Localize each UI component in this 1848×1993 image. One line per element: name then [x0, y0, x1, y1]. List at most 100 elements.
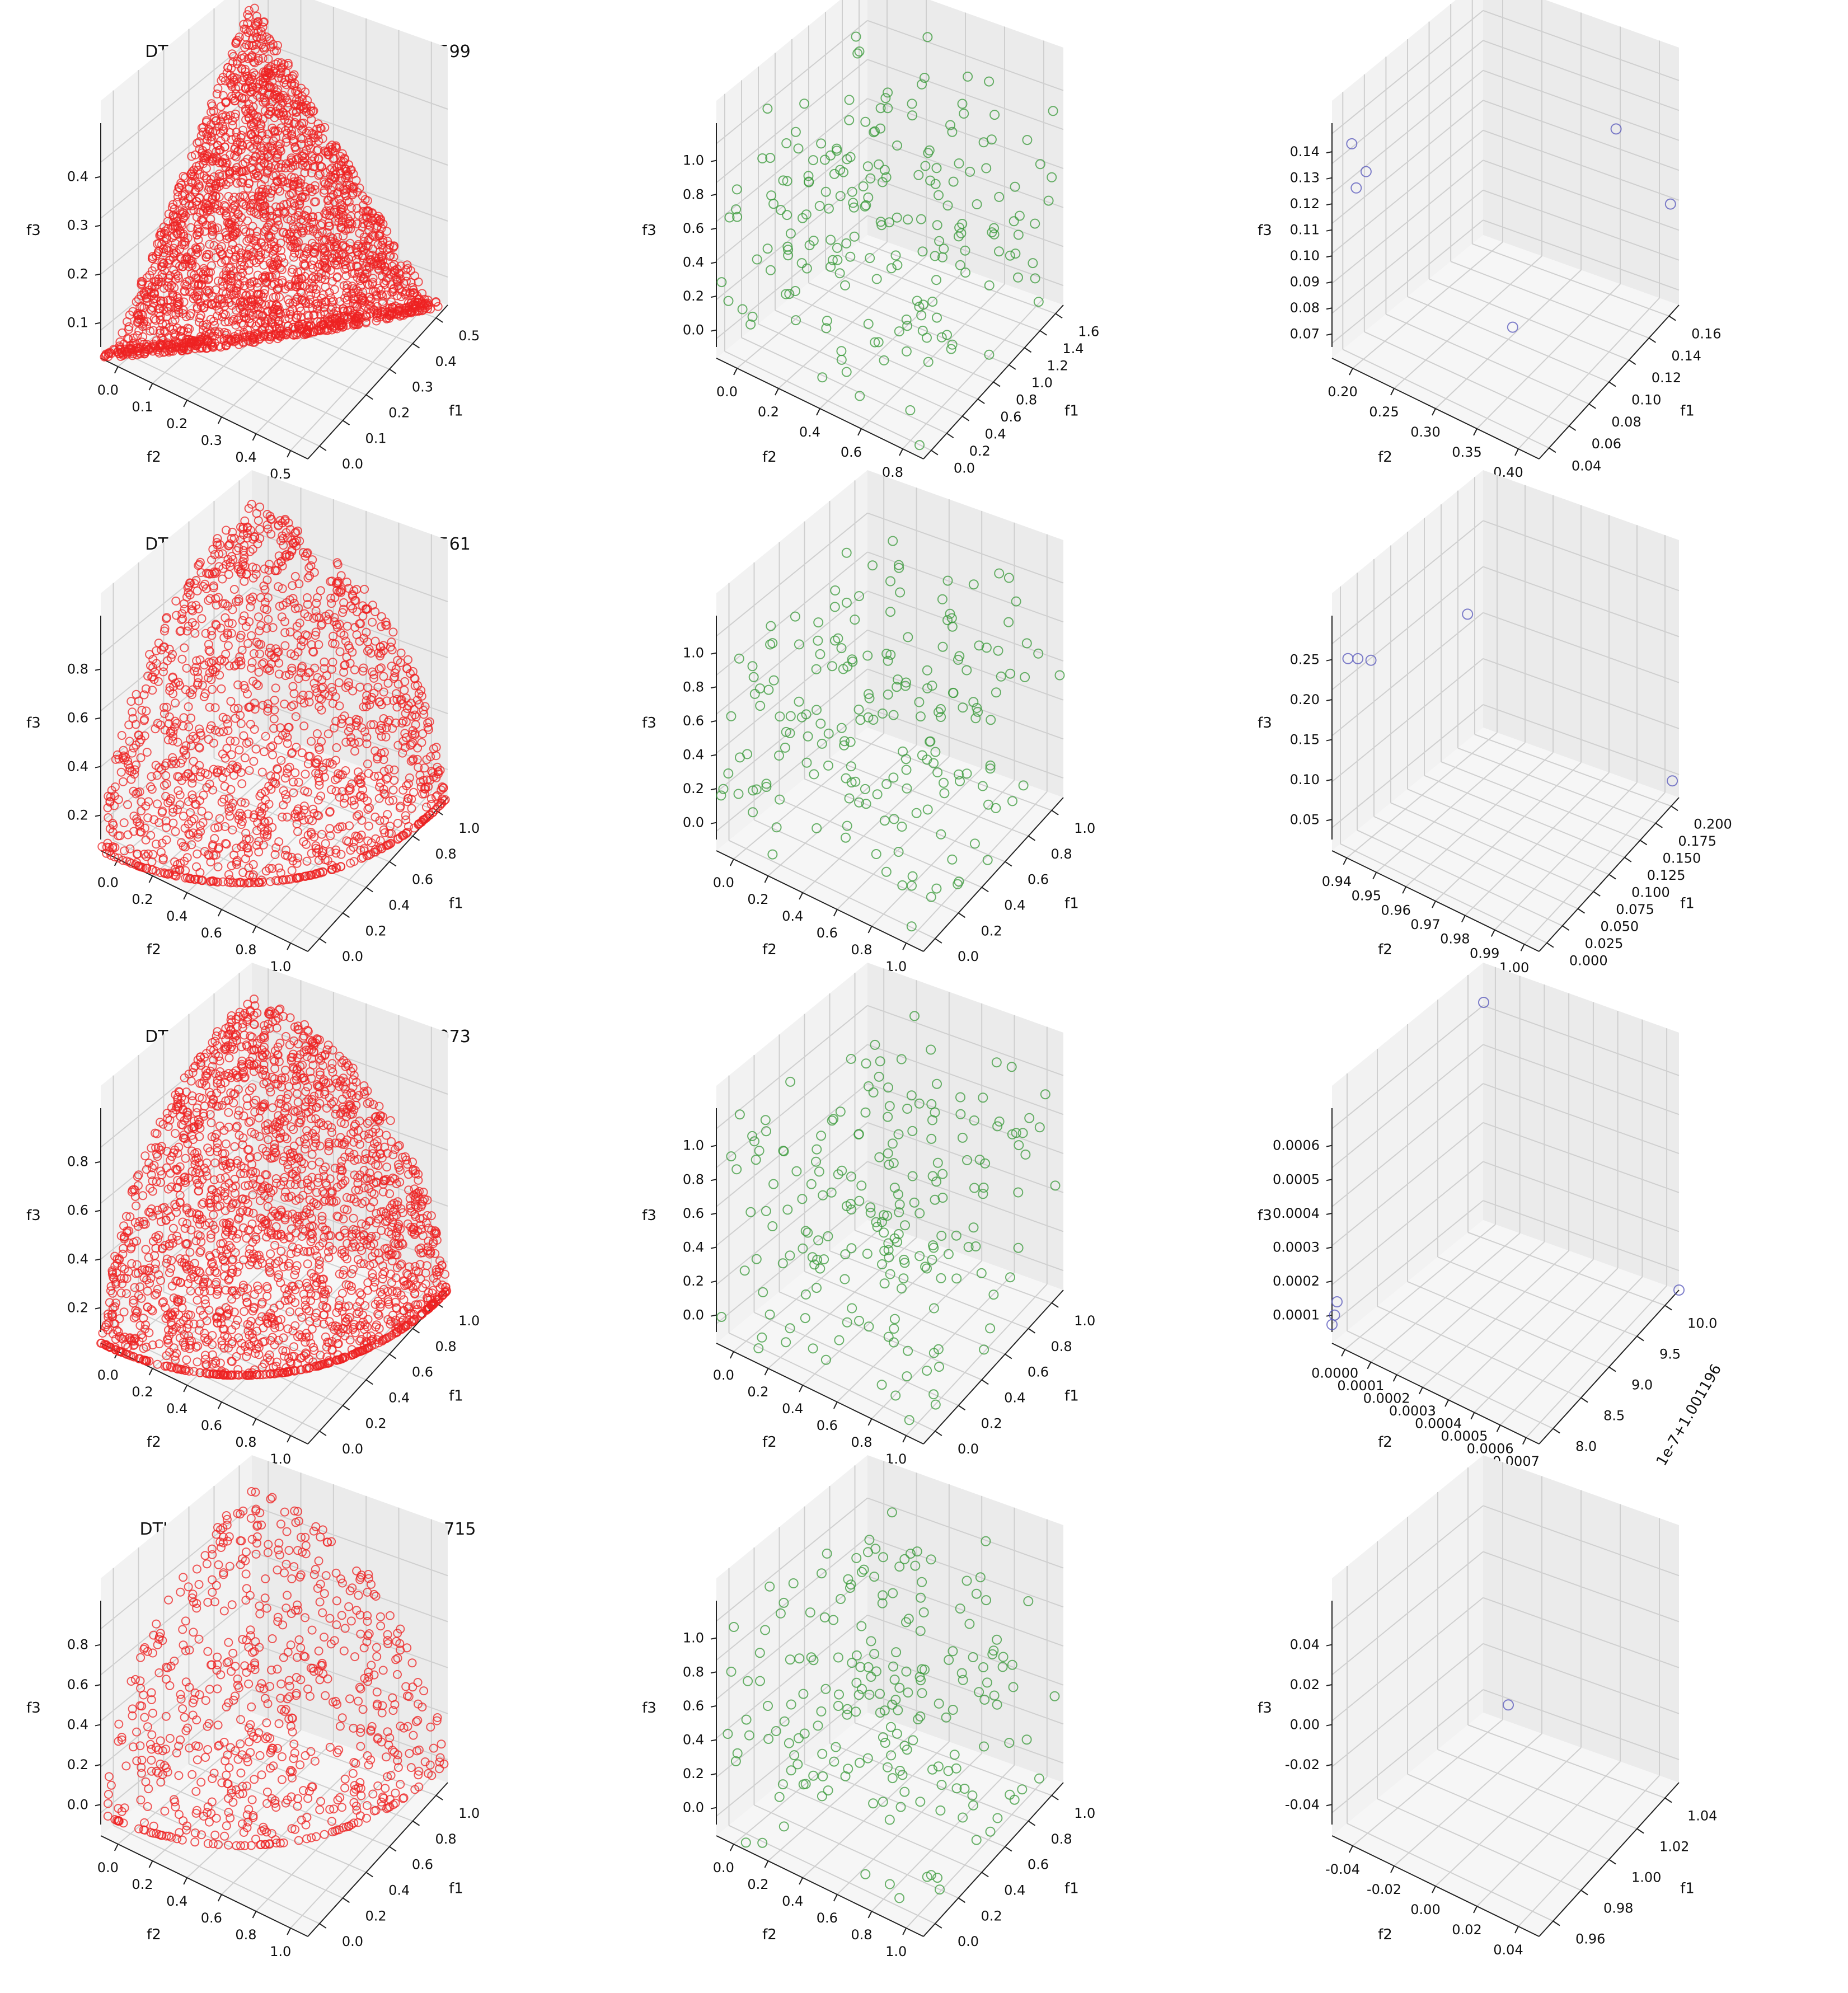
data-point [313, 755, 323, 765]
data-point [922, 683, 932, 693]
data-point [724, 212, 735, 223]
data-point [211, 620, 221, 629]
data-point [836, 723, 847, 733]
data-point [264, 615, 273, 624]
data-point [1365, 654, 1377, 666]
data-point [193, 224, 203, 234]
data-point [245, 878, 255, 888]
f1-tick-label: 0.6 [1028, 872, 1049, 888]
data-point [224, 541, 234, 550]
data-point [266, 1249, 275, 1259]
data-point [863, 318, 874, 329]
data-point [266, 529, 276, 539]
data-point [354, 268, 363, 277]
data-point [393, 740, 403, 750]
data-point [886, 263, 897, 274]
data-point [160, 623, 170, 633]
data-point [366, 850, 376, 859]
data-point [275, 323, 284, 333]
data-point [160, 868, 169, 878]
data-point [289, 1141, 299, 1151]
data-point [865, 173, 876, 184]
data-point [376, 842, 385, 852]
f2-tick-label: 0.6 [817, 925, 838, 941]
data-point [238, 560, 248, 569]
data-point [237, 64, 246, 74]
data-point [344, 641, 353, 650]
data-point [277, 73, 287, 83]
f2-axis-label: f2 [147, 449, 161, 466]
data-point [236, 711, 245, 720]
data-point [228, 58, 238, 67]
data-point [153, 799, 162, 809]
data-point [989, 110, 1000, 120]
data-point [948, 176, 959, 187]
data-point [237, 798, 246, 807]
data-point [410, 673, 419, 683]
grid-lines [716, 476, 1064, 944]
data-point [162, 823, 171, 832]
data-point [131, 740, 140, 750]
data-point [310, 154, 320, 163]
data-point [224, 661, 234, 670]
data-point [200, 334, 209, 344]
data-point [762, 243, 773, 254]
data-point [864, 693, 875, 704]
data-point [332, 578, 342, 588]
data-point [170, 716, 180, 726]
data-point [129, 786, 138, 796]
data-point [198, 681, 207, 690]
data-point [276, 557, 286, 566]
data-point [283, 812, 292, 822]
data-point [248, 165, 257, 175]
data-point [271, 683, 280, 693]
data-point [293, 853, 303, 862]
data-point [166, 653, 176, 663]
tick-labels: 0.00.20.40.60.81.00.00.20.40.60.81.00.20… [67, 1154, 480, 1467]
data-point [881, 779, 892, 789]
f1-tick-label: 0.0 [342, 1441, 363, 1457]
data-point [892, 260, 903, 270]
data-point [222, 840, 231, 849]
data-point [299, 871, 309, 881]
data-point [364, 300, 374, 309]
data-point [247, 72, 257, 81]
data-point [803, 731, 813, 742]
f3-tick-label: 0.4 [683, 254, 704, 270]
data-point [389, 303, 398, 313]
data-point [268, 741, 278, 751]
data-point [954, 769, 964, 780]
data-point [897, 822, 907, 832]
data-point [854, 797, 864, 808]
data-point [283, 59, 293, 68]
data-point [160, 709, 169, 719]
data-point [238, 616, 247, 625]
data-point [297, 139, 306, 149]
data-point [143, 813, 153, 823]
data-point [156, 311, 165, 321]
data-point [946, 344, 956, 354]
data-point [156, 299, 166, 308]
data-point [173, 187, 182, 196]
data-point [234, 543, 243, 553]
data-point [914, 440, 925, 451]
data-point [295, 196, 304, 205]
data-point [237, 140, 247, 149]
data-point [919, 73, 930, 83]
data-point [154, 818, 164, 827]
data-point [376, 218, 385, 227]
data-point [331, 306, 341, 316]
data-point [185, 590, 195, 599]
data-point [945, 120, 955, 130]
data-point [381, 732, 391, 742]
data-point [236, 297, 246, 307]
data-point [426, 794, 436, 804]
f3-tick-label: 0.15 [1290, 731, 1320, 747]
data-point [985, 763, 996, 774]
data-point [285, 307, 295, 316]
data-point [293, 806, 302, 816]
data-point [313, 145, 323, 154]
data-point [879, 815, 890, 826]
data-point [362, 627, 371, 637]
data-point [438, 794, 447, 804]
